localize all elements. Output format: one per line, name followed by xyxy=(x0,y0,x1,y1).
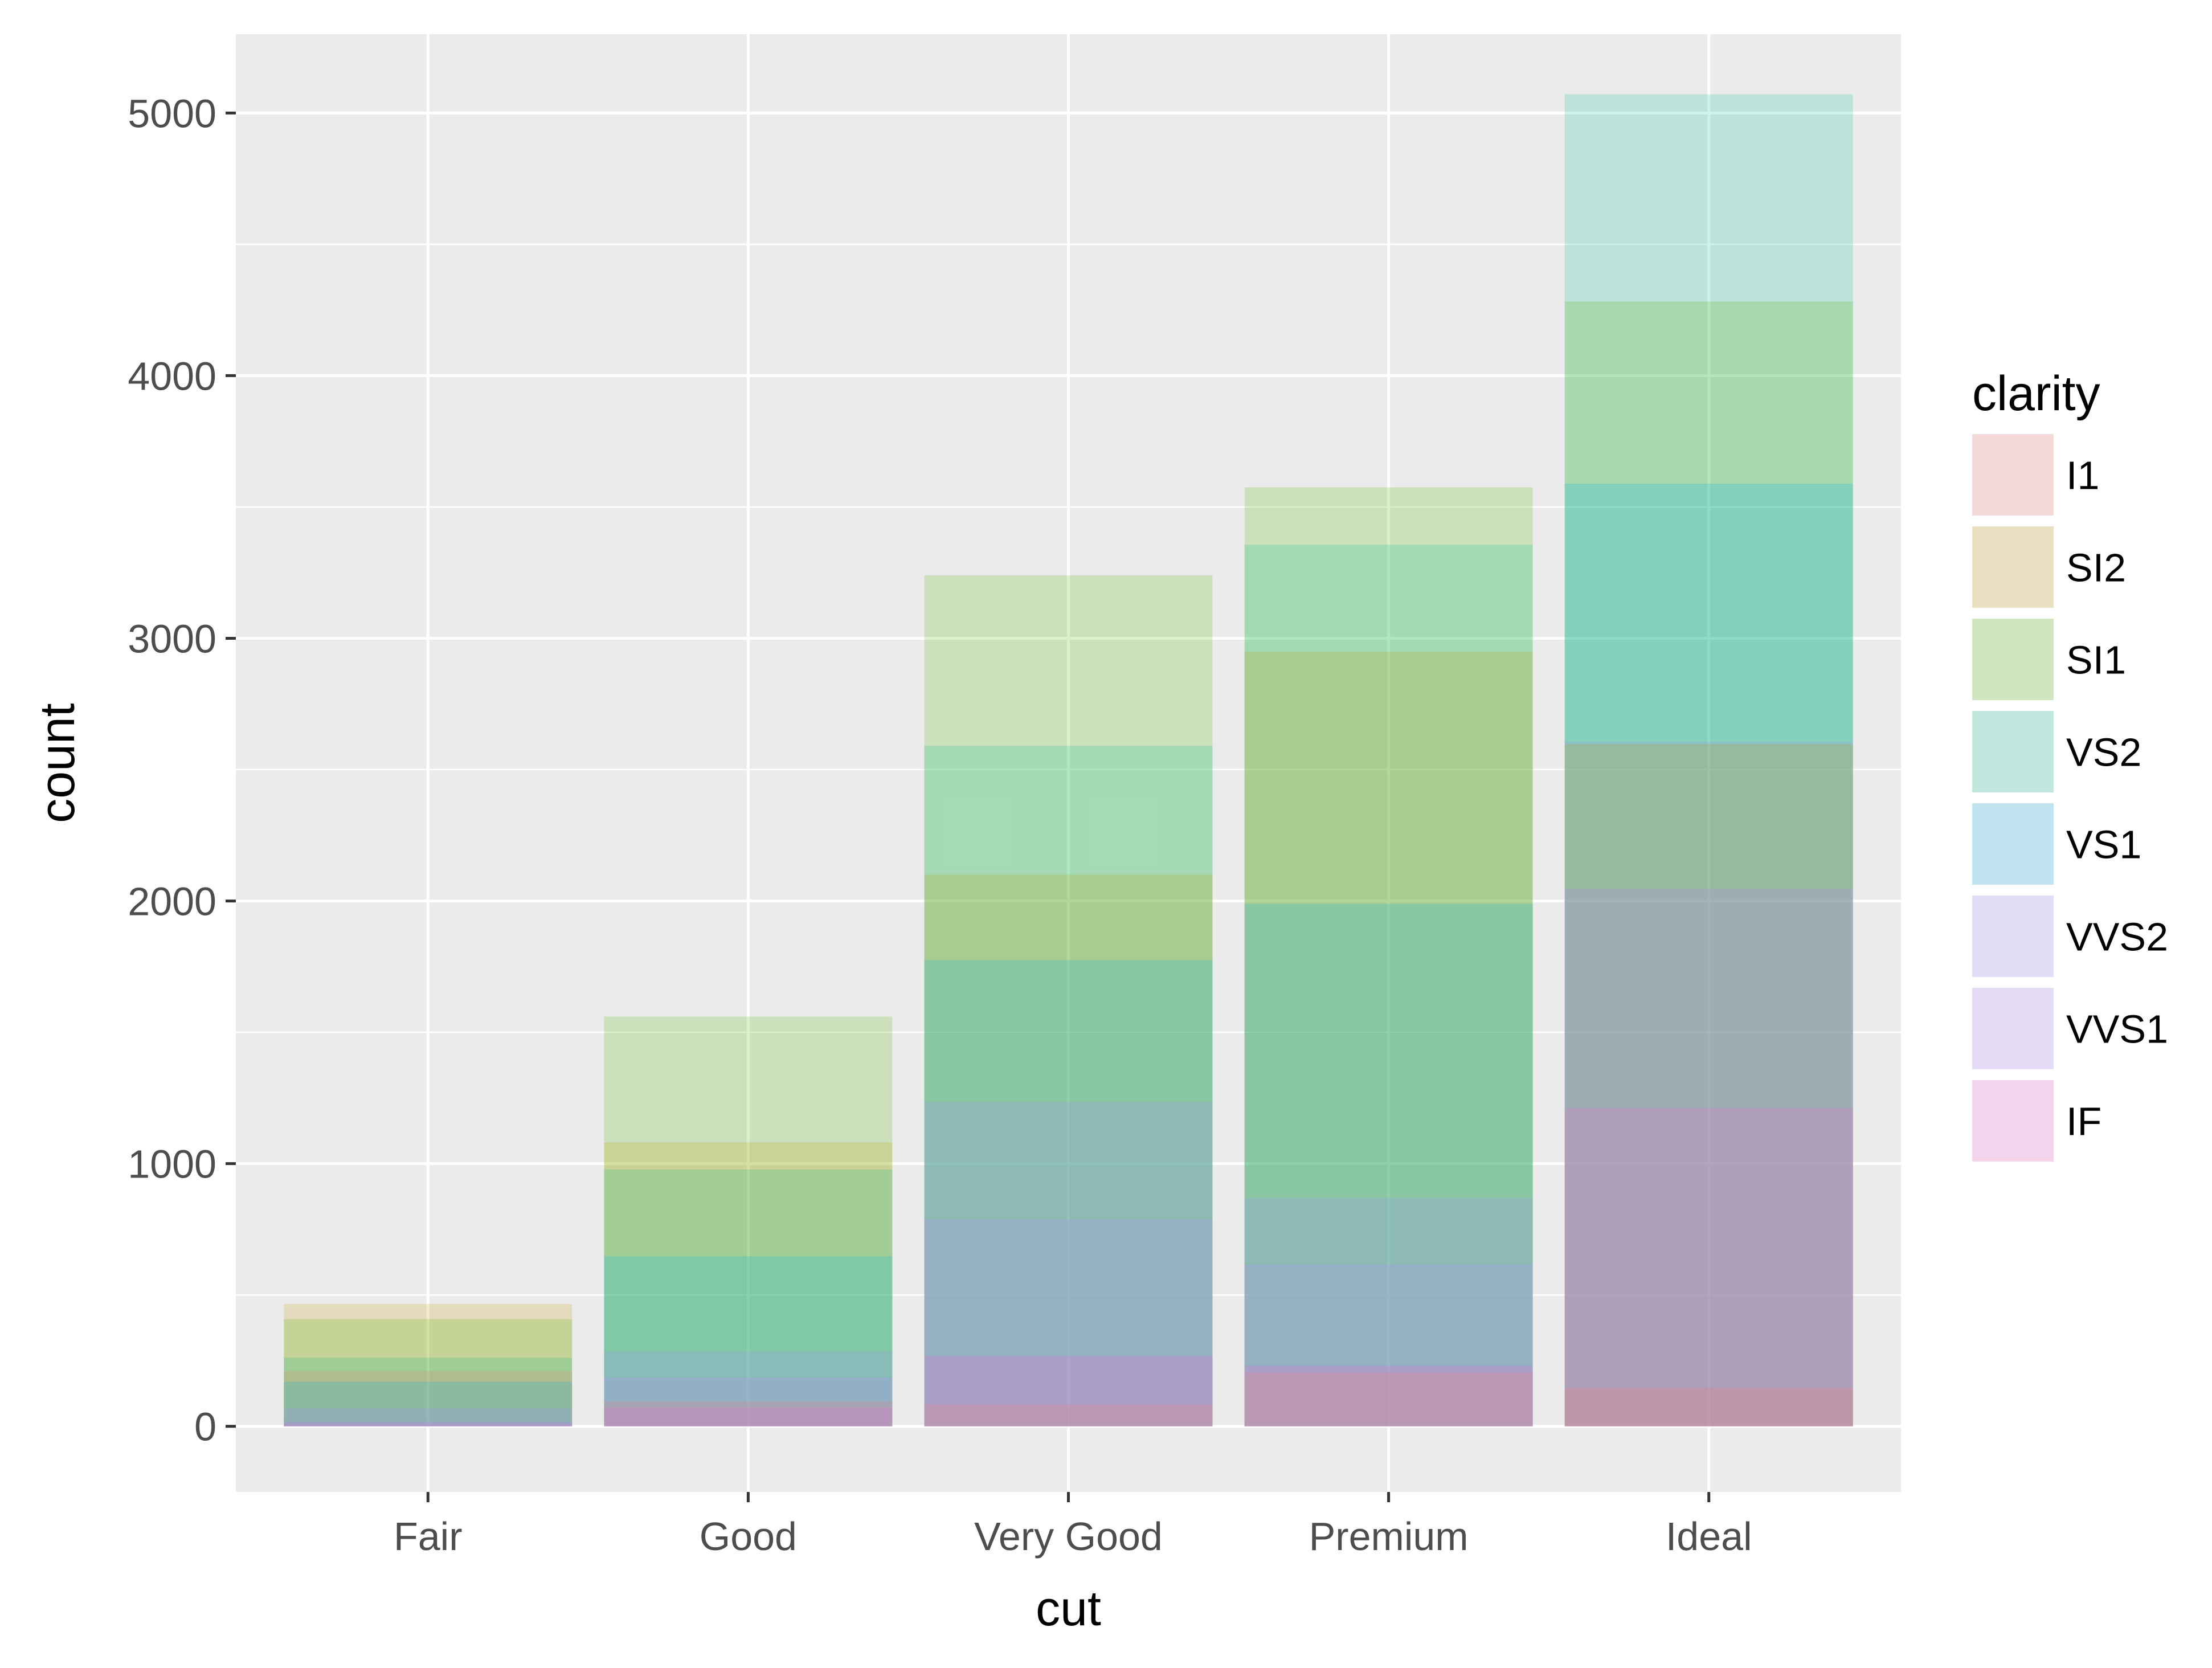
legend-label: VS1 xyxy=(2066,823,2141,867)
legend-key-i1 xyxy=(1972,434,2054,516)
bar-si1-ideal xyxy=(1564,301,1853,1426)
bar-si1-very-good xyxy=(924,575,1213,1426)
bar-si1-fair xyxy=(284,1319,573,1426)
y-tick-label: 5000 xyxy=(128,91,216,136)
legend-key-si2 xyxy=(1972,526,2054,608)
bar-vvs1-fair xyxy=(284,1421,573,1426)
y-axis-title: count xyxy=(30,703,85,823)
bar-vvs2-premium xyxy=(1244,1197,1533,1426)
legend-key-background xyxy=(1972,526,2054,608)
x-tick-label: Fair xyxy=(394,1514,463,1559)
legend-key-vs2 xyxy=(1972,711,2054,792)
bar-vvs1-very-good xyxy=(924,1219,1213,1426)
bar-vvs2-very-good xyxy=(924,1102,1213,1426)
y-tick-label: 4000 xyxy=(128,354,216,398)
bar-if-fair xyxy=(284,1424,573,1426)
legend-key-vvs2 xyxy=(1972,896,2054,977)
x-axis-title: cut xyxy=(1036,1581,1101,1636)
bar-if-good xyxy=(604,1407,893,1426)
legend-label: I1 xyxy=(2066,453,2099,498)
x-tick-label: Ideal xyxy=(1666,1514,1752,1559)
bar-i1-good xyxy=(604,1401,893,1426)
legend-key-vvs1 xyxy=(1972,988,2054,1069)
bar-vvs1-premium xyxy=(1244,1264,1533,1426)
bar-si2-premium xyxy=(1244,652,1533,1426)
bar-vvs1-ideal xyxy=(1564,888,1853,1426)
bar-vs2-premium xyxy=(1244,544,1533,1426)
legend-key-si1 xyxy=(1972,619,2054,700)
y-tick-label: 0 xyxy=(194,1405,216,1449)
x-tick-label: Premium xyxy=(1309,1514,1469,1559)
bar-i1-fair xyxy=(284,1371,573,1426)
bar-si1-good xyxy=(604,1016,893,1426)
bar-vs1-very-good xyxy=(924,960,1213,1426)
bar-vs1-ideal xyxy=(1564,483,1853,1426)
legend-key-background xyxy=(1972,711,2054,792)
bar-si2-very-good xyxy=(924,874,1213,1426)
legend-key-vs1 xyxy=(1972,803,2054,885)
bar-if-premium xyxy=(1244,1366,1533,1426)
bar-vvs2-fair xyxy=(284,1408,573,1426)
legend-label: SI2 xyxy=(2066,546,2126,590)
legend-key-background xyxy=(1972,803,2054,885)
bar-si2-ideal xyxy=(1564,743,1853,1426)
y-tick-label: 3000 xyxy=(128,616,216,661)
legend-label: VS2 xyxy=(2066,730,2141,775)
bar-vs2-fair xyxy=(284,1358,573,1426)
legend-key-background xyxy=(1972,896,2054,977)
x-tick-label: Very Good xyxy=(974,1514,1163,1559)
bar-vvs2-good xyxy=(604,1351,893,1426)
y-tick-label: 2000 xyxy=(128,880,216,924)
bar-vs2-very-good xyxy=(924,746,1213,1426)
bar-if-very-good xyxy=(924,1356,1213,1426)
bar-vs1-fair xyxy=(284,1381,573,1426)
bar-vs1-good xyxy=(604,1256,893,1426)
x-tick-label: Good xyxy=(700,1514,797,1559)
legend-key-background xyxy=(1972,434,2054,516)
bar-i1-premium xyxy=(1244,1372,1533,1426)
legend-label: IF xyxy=(2066,1099,2101,1144)
legend-title: clarity xyxy=(1972,366,2100,421)
bar-si1-premium xyxy=(1244,487,1533,1426)
bar-vs2-good xyxy=(604,1169,893,1426)
bar-si2-good xyxy=(604,1142,893,1426)
legend-key-if xyxy=(1972,1080,2054,1162)
legend-label: VVS2 xyxy=(2066,915,2168,959)
bar-vvs2-ideal xyxy=(1564,742,1853,1426)
bar-i1-ideal xyxy=(1564,1388,1853,1426)
legend-key-background xyxy=(1972,988,2054,1069)
bar-vs2-ideal xyxy=(1564,94,1853,1426)
bar-vs1-premium xyxy=(1244,904,1533,1426)
legend-label: SI1 xyxy=(2066,638,2126,682)
legend-key-background xyxy=(1972,1080,2054,1162)
bar-if-ideal xyxy=(1564,1107,1853,1426)
bar-vvs1-good xyxy=(604,1377,893,1426)
legend-key-background xyxy=(1972,619,2054,700)
bar-i1-very-good xyxy=(924,1404,1213,1426)
bar-si2-fair xyxy=(284,1303,573,1426)
y-tick-label: 1000 xyxy=(128,1142,216,1187)
legend-label: VVS1 xyxy=(2066,1007,2168,1052)
